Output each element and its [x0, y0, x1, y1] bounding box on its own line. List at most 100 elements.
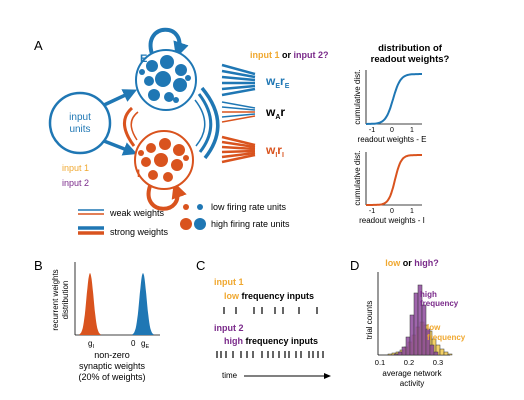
dist-title-2: readout weights?: [371, 54, 450, 65]
input-to-i-arrow: [103, 139, 138, 156]
legend-strong-label: strong weights: [110, 227, 169, 237]
readout-fan-e: [221, 63, 256, 97]
i-units: [138, 138, 189, 182]
panel-label-b: B: [34, 258, 43, 273]
weights-distribution-plot: recurrent weights distribution gI 0 gE n…: [51, 262, 160, 382]
panel-label-c: C: [196, 258, 205, 273]
cdf-i-ylabel: cumulative dist.: [353, 150, 362, 205]
e-label: E: [140, 53, 147, 65]
high-frequency-histogram: [393, 284, 439, 356]
d-xtick: 0.2: [404, 358, 414, 367]
histogram-bar: [439, 348, 445, 356]
e-to-i-weak-arc: [194, 99, 206, 147]
input1-label: input 1: [62, 163, 89, 173]
b-ylabel-1: recurrent weights: [51, 269, 60, 330]
histogram-bar: [409, 314, 415, 356]
d-question: low or high?: [385, 258, 439, 268]
high-frequency-raster: [216, 351, 324, 358]
tick-gi: gI: [88, 339, 94, 350]
cdf-i-plot: -1 0 1 readout weights - I cumulative di…: [353, 150, 425, 225]
input-to-e-arrow: [103, 89, 138, 107]
e-units: [139, 55, 191, 103]
d-low-label-1: low: [427, 323, 441, 332]
cdf-i-tick: -1: [369, 208, 375, 215]
d-xtick: 0.1: [375, 358, 385, 367]
b-ylabel-2: distribution: [61, 281, 70, 320]
cdf-e-ylabel: cumulative dist.: [353, 69, 362, 124]
histogram-bar: [413, 292, 419, 356]
input-units-label-2: units: [69, 124, 90, 135]
low-frequency-raster: [223, 307, 318, 314]
activity-histogram: low or high? trial counts 0.1 0.2 0.3 av…: [365, 258, 466, 388]
cdf-e-tick: -1: [369, 127, 375, 134]
histogram-bar: [433, 351, 439, 356]
cdf-e-plot: -1 0 1 readout weights - E cumulative di…: [353, 69, 426, 144]
time-arrowhead: [324, 373, 331, 379]
i-label: I: [137, 168, 140, 180]
panel-label-d: D: [350, 258, 359, 273]
cdf-e-curve: [366, 73, 422, 125]
tick-ge: gE: [141, 339, 149, 350]
cdf-e-xlabel: readout weights - E: [358, 135, 427, 144]
cdf-e-tick: 0: [390, 127, 394, 134]
c-input2-label: input 2: [214, 323, 244, 333]
histogram-bar: [447, 353, 453, 356]
e-to-i-outer-arc: [200, 86, 220, 160]
histogram-bar: [443, 351, 449, 356]
d-xlabel-2: activity: [400, 379, 424, 388]
dist-title-1: distribution of: [378, 43, 443, 54]
legend-low-label: low firing rate units: [211, 202, 287, 212]
i-to-e-strong-arc: [123, 106, 136, 147]
histogram-bar: [393, 353, 399, 356]
histogram-bar: [401, 346, 407, 356]
histogram-bar: [425, 328, 431, 356]
cdf-i-xlabel: readout weights - I: [359, 216, 425, 225]
histogram-bar: [387, 353, 393, 356]
legend-weights: weak weights strong weights: [78, 208, 169, 237]
input-units-label-1: input: [69, 112, 91, 123]
legend-weak-label: weak weights: [109, 208, 165, 218]
input-rasters: input 1 low frequency inputs input 2 hig…: [214, 277, 331, 380]
c-high-title: high frequency inputs: [224, 336, 318, 346]
d-xlabel-1: average network: [382, 369, 442, 378]
panel-label-a: A: [34, 38, 43, 53]
d-xtick: 0.3: [433, 358, 443, 367]
readout-fan-i: [221, 135, 256, 164]
time-label: time: [222, 371, 238, 380]
input-question: input 1 or input 2?: [250, 50, 329, 60]
histogram-bar: [429, 344, 435, 356]
b-caption-3: (20% of weights): [78, 372, 145, 382]
d-low-label-2: frequency: [427, 333, 466, 342]
readout-we-re: wErE: [265, 74, 290, 90]
input-units-circle: [48, 91, 112, 155]
legend-firing: low firing rate units high firing rate u…: [180, 202, 290, 230]
i-to-e-weak-arc: [130, 111, 139, 141]
inhibitory-weight-peak: [79, 273, 101, 335]
b-caption-2: synaptic weights: [79, 361, 146, 371]
readout-wa-r: wAr: [265, 105, 285, 121]
b-caption-1: non-zero: [94, 350, 130, 360]
cdf-i-curve: [366, 154, 422, 206]
d-ylabel: trial counts: [365, 301, 374, 340]
input2-label: input 2: [62, 178, 89, 188]
cdf-i-tick: 1: [410, 208, 414, 215]
readout-fan-all: [221, 101, 256, 123]
histogram-bar: [405, 336, 411, 356]
c-input1-label: input 1: [214, 277, 244, 287]
d-high-label-1: high: [420, 290, 437, 299]
i-recurrent-loop: [146, 181, 187, 211]
readout-wi-ri: wIrI: [265, 143, 284, 159]
d-high-label-2: frequency: [420, 299, 459, 308]
cdf-i-tick: 0: [390, 208, 394, 215]
histogram-bar: [397, 351, 403, 356]
c-low-title: low frequency inputs: [224, 291, 314, 301]
e-to-i-strong-arc: [197, 93, 213, 153]
histogram-bar: [421, 304, 427, 356]
cdf-e-tick: 1: [410, 127, 414, 134]
tick-zero: 0: [131, 339, 136, 348]
excitatory-weight-peak: [132, 273, 154, 335]
network-diagram: input units E: [48, 27, 220, 211]
legend-high-label: high firing rate units: [211, 219, 290, 229]
e-recurrent-loop: [148, 27, 189, 59]
